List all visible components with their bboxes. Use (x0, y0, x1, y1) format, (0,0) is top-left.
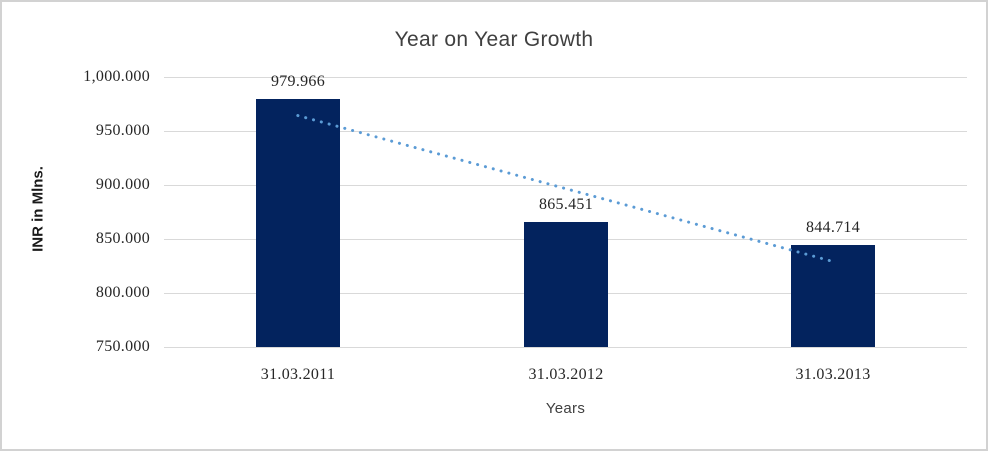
trendline-layer (296, 114, 835, 264)
bar-31.03.2012 (524, 222, 608, 347)
y-tick-label: 850.000 (95, 230, 150, 247)
data-label: 979.966 (270, 73, 326, 90)
x-axis-title: Years (545, 400, 586, 417)
gridline (164, 77, 967, 78)
bar-31.03.2013 (791, 245, 875, 347)
x-category-label: 31.03.2012 (528, 366, 604, 383)
y-tick-label: 1,000.000 (83, 68, 150, 85)
gridline (164, 131, 967, 132)
data-label: 844.714 (805, 219, 861, 236)
y-tick-label: 900.000 (95, 176, 150, 193)
x-category-label: 31.03.2011 (260, 366, 336, 383)
y-tick-label: 800.000 (95, 284, 150, 301)
chart-title: Year on Year Growth (394, 28, 594, 51)
gridline (164, 185, 967, 186)
y-tick-label: 750.000 (95, 338, 150, 355)
trendline (296, 114, 835, 264)
bar-31.03.2011 (256, 99, 340, 347)
y-tick-label: 950.000 (95, 122, 150, 139)
gridline (164, 347, 967, 348)
x-category-label: 31.03.2013 (795, 366, 871, 383)
plot-area: 979.966 865.451 844.714 (164, 73, 967, 348)
data-label: 865.451 (538, 196, 594, 213)
